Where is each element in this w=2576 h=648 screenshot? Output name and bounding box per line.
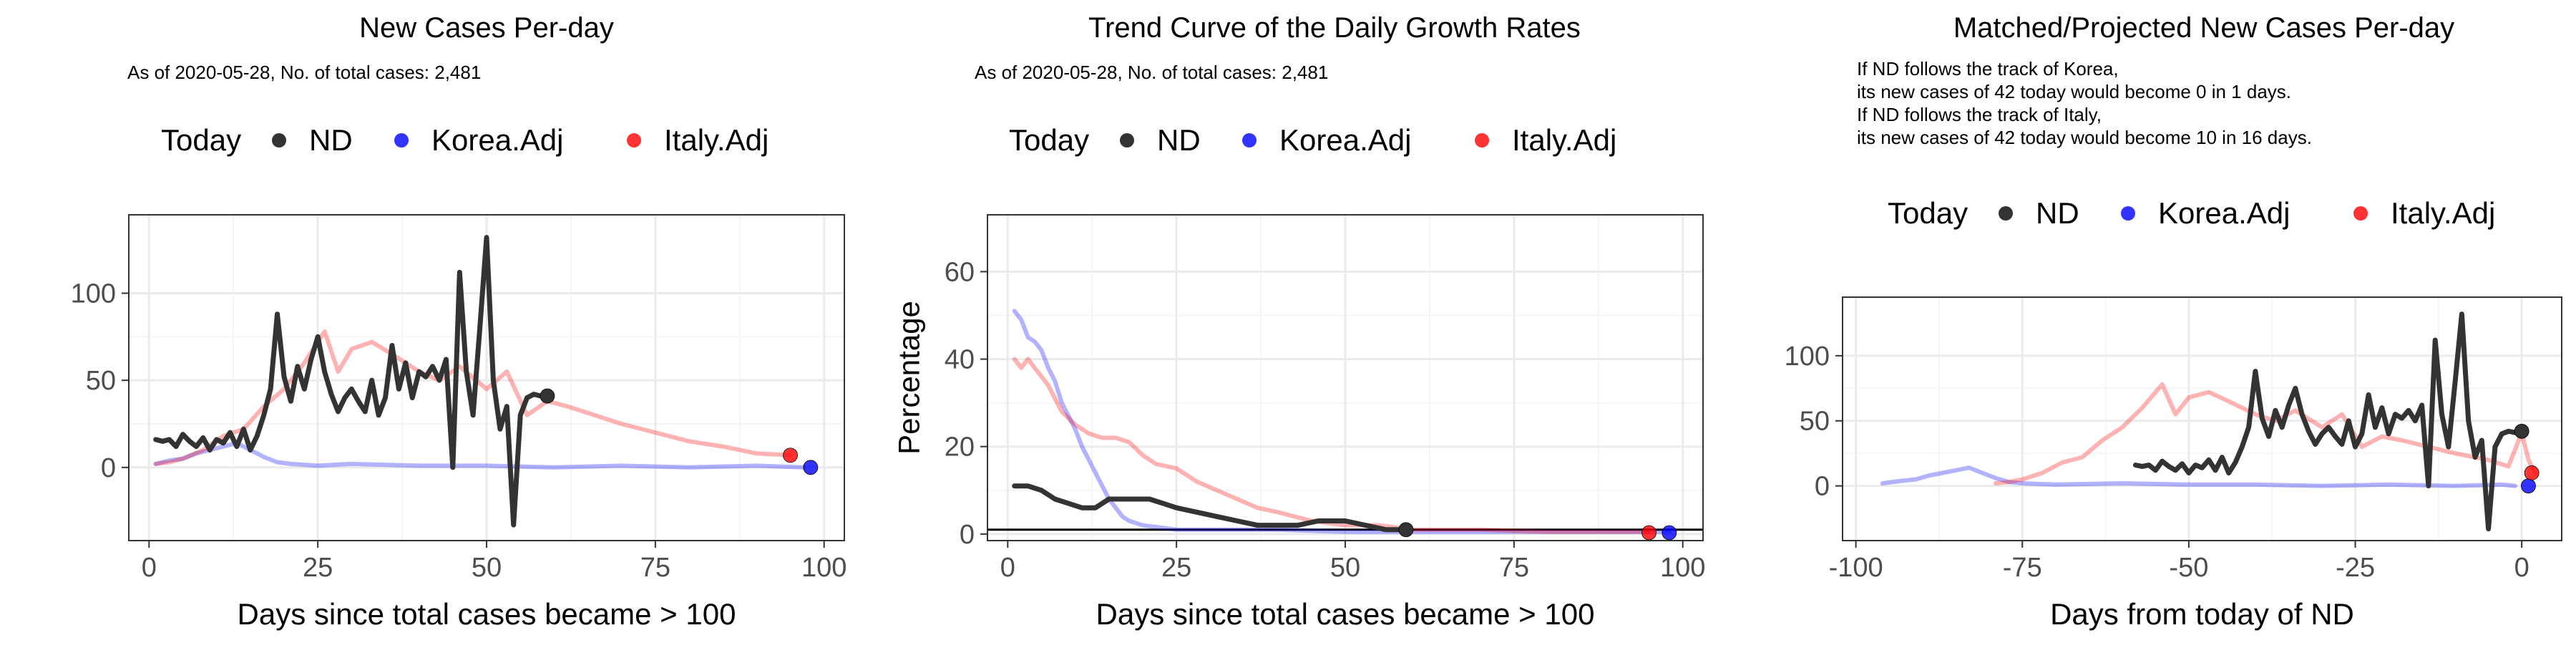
legend-key [394, 133, 409, 148]
y-tick-label: 0 [1815, 472, 1830, 502]
panel-new-cases: New Cases Per-day As of 2020-05-28, No. o… [0, 0, 859, 644]
legend-label: Italy.Adj [1512, 123, 1616, 157]
y-tick-label: 40 [945, 345, 975, 375]
x-tick-label: 75 [640, 553, 670, 583]
chart-title: Trend Curve of the Daily Growth Rates [1088, 12, 1581, 44]
today-point-italy-adj [2524, 465, 2540, 480]
chart-title: Matched/Projected New Cases Per-day [1953, 12, 2454, 44]
x-tick-label: 50 [472, 553, 502, 583]
series-line-korea-adj [1880, 465, 2517, 488]
y-tick-label: 100 [1785, 342, 1830, 372]
series-line-korea-adj [1012, 309, 1672, 534]
legend-label: Korea.Adj [2158, 196, 2290, 230]
legend-label: ND [309, 123, 353, 157]
legend: Today ND Korea.Adj Italy.Adj [1888, 196, 2495, 230]
panel-growth-rates: Trend Curve of the Daily Growth Rates As … [859, 0, 1717, 644]
legend-key [627, 133, 641, 148]
chart-note: If ND follows the track of Italy, [1857, 104, 2102, 125]
x-tick-label: 0 [2514, 553, 2529, 583]
chart-subtitle: As of 2020-05-28, No. of total cases: 2,… [127, 62, 481, 83]
series-line-italy-adj [1994, 382, 2537, 485]
x-axis-label: Days from today of ND [2050, 597, 2354, 631]
y-tick-label: 100 [71, 279, 116, 309]
chart-trend-curve-growth-rates: Trend Curve of the Daily Growth Rates As … [892, 12, 1706, 631]
legend-label: Italy.Adj [664, 123, 769, 157]
chart-note: its new cases of 42 today would become 1… [1857, 127, 2312, 148]
x-tick-label: -100 [1829, 553, 1883, 583]
chart-subtitle: As of 2020-05-28, No. of total cases: 2,… [975, 62, 1328, 83]
legend-label: Italy.Adj [2391, 196, 2495, 230]
series-line-korea-adj [153, 440, 806, 470]
legend-key [1120, 133, 1134, 148]
today-point-korea-adj [803, 460, 819, 475]
today-point-korea-adj [1662, 525, 1677, 541]
series-line-nd [153, 235, 550, 528]
today-point-nd [540, 388, 555, 404]
today-point-italy-adj [1641, 525, 1657, 541]
legend-label: ND [1157, 123, 1201, 157]
chart-title: New Cases Per-day [359, 12, 614, 44]
legend-title: Today [161, 123, 241, 157]
panel-projected-cases: Matched/Projected New Cases Per-day If ND… [1717, 0, 2576, 644]
x-axis-label: Days since total cases became > 100 [1096, 597, 1595, 631]
legend: Today ND Korea.Adj Italy.Adj [161, 123, 769, 157]
x-tick-label: 100 [801, 553, 847, 583]
x-tick-label: 0 [142, 553, 157, 583]
today-point-korea-adj [2521, 478, 2536, 494]
legend-label: Korea.Adj [1279, 123, 1411, 157]
legend-key [2121, 206, 2135, 221]
x-tick-label: 50 [1330, 553, 1360, 583]
legend-key [2353, 206, 2368, 221]
x-tick-label: 25 [303, 553, 333, 583]
x-tick-label: 75 [1499, 553, 1529, 583]
x-tick-label: 100 [1660, 553, 1705, 583]
x-tick-label: 25 [1161, 553, 1191, 583]
y-tick-label: 60 [945, 257, 975, 287]
legend-key [1475, 133, 1489, 148]
chart-note: its new cases of 42 today would become 0… [1857, 81, 2291, 102]
y-tick-label: 0 [101, 453, 116, 483]
legend: Today ND Korea.Adj Italy.Adj [1009, 123, 1616, 157]
legend-title: Today [1888, 196, 1968, 230]
x-tick-label: -25 [2336, 553, 2375, 583]
x-tick-label: 0 [1000, 553, 1015, 583]
y-tick-label: 50 [1800, 407, 1830, 437]
legend-label: Korea.Adj [431, 123, 563, 157]
chart-note: If ND follows the track of Korea, [1857, 58, 2119, 79]
legend-label: ND [2036, 196, 2079, 230]
x-tick-label: -50 [2169, 553, 2208, 583]
legend-key [1242, 133, 1257, 148]
today-point-nd [1398, 522, 1414, 538]
y-axis-label: Percentage [892, 301, 926, 455]
today-point-nd [2514, 423, 2529, 439]
plot-border [1842, 296, 2562, 541]
today-point-italy-adj [783, 448, 798, 463]
series-line-nd [1012, 483, 1409, 533]
series-line-italy-adj [1012, 357, 1652, 534]
chart-new-cases-per-day: New Cases Per-day As of 2020-05-28, No. o… [71, 12, 847, 631]
legend-key [272, 133, 286, 148]
y-tick-label: 20 [945, 432, 975, 463]
legend-title: Today [1009, 123, 1089, 157]
y-tick-label: 0 [960, 520, 975, 550]
y-tick-label: 50 [86, 366, 116, 396]
chart-matched-projected-cases: Matched/Projected New Cases Per-day If ND… [1785, 12, 2562, 631]
x-axis-label: Days since total cases became > 100 [238, 597, 736, 631]
series-line-nd [2132, 311, 2524, 532]
x-tick-label: -75 [2003, 553, 2042, 583]
legend-key [1999, 206, 2013, 221]
